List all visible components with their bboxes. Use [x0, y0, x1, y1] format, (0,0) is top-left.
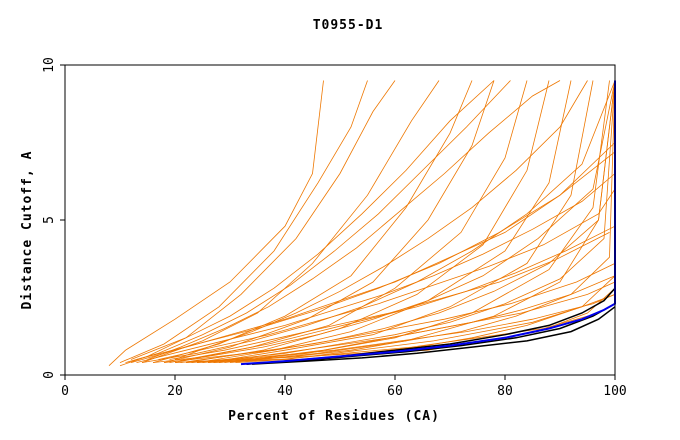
series-line-orange-5: [163, 80, 495, 363]
y-tick-label: 0: [42, 371, 57, 379]
series-line-orange-34: [235, 294, 616, 363]
series-line-orange-1: [119, 80, 368, 363]
y-axis-ticks: 0 5 10: [42, 57, 65, 379]
series-line-black-37: [251, 306, 616, 365]
series-line-orange-23: [180, 263, 616, 363]
series-layer: [108, 80, 616, 367]
series-line-orange-30: [174, 80, 588, 360]
x-tick-label: 60: [387, 384, 403, 399]
chart-title: T0955-D1: [313, 18, 384, 33]
x-tick-label: 80: [497, 384, 513, 399]
x-tick-label: 100: [603, 384, 626, 399]
series-line-orange-12: [141, 80, 616, 363]
series-line-orange-21: [158, 188, 616, 360]
series-line-blue-38: [240, 80, 616, 366]
y-tick-label: 10: [42, 57, 57, 73]
x-axis-ticks: 0 20 40 60 80 100: [61, 375, 627, 399]
series-line-orange-4: [152, 80, 473, 363]
series-line-orange-27: [119, 80, 495, 367]
y-axis-label: Distance Cutoff, A: [20, 151, 35, 310]
series-line-orange-7: [185, 80, 550, 363]
series-line-orange-33: [224, 275, 616, 363]
series-line-orange-29: [147, 80, 561, 360]
x-axis-label: Percent of Residues (CA): [228, 409, 440, 424]
series-line-orange-32: [169, 225, 616, 363]
y-tick-label: 5: [42, 216, 57, 224]
series-line-orange-0: [108, 80, 324, 366]
series-line-orange-20: [136, 151, 616, 360]
x-tick-label: 0: [61, 384, 69, 399]
x-tick-label: 40: [277, 384, 293, 399]
series-line-orange-22: [169, 232, 610, 360]
series-line-orange-28: [125, 80, 511, 363]
series-line-orange-3: [141, 80, 440, 363]
series-line-orange-9: [207, 80, 594, 363]
series-line-orange-31: [136, 173, 616, 363]
x-tick-label: 20: [167, 384, 183, 399]
